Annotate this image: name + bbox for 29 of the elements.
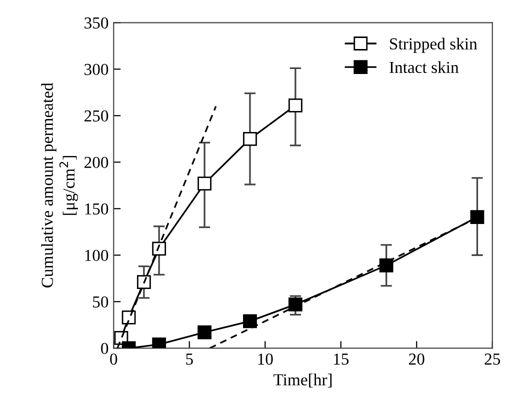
point: [198, 176, 212, 190]
x-tick-label: 10: [258, 353, 273, 365]
y-axis-title: Cumulative amount permeated [μg/cm$^{2}$]: [41, 82, 78, 288]
x-tick-label: 0: [110, 353, 118, 365]
x-tick-label: 15: [334, 354, 349, 365]
y-tick-label: 350: [84, 17, 108, 29]
y-tick-label: 150: [85, 203, 108, 215]
point: [379, 258, 394, 272]
point: [288, 98, 302, 112]
point: [288, 297, 302, 312]
y-tick-label: 250: [84, 110, 108, 122]
y-tick-label: 100: [85, 250, 108, 262]
x-tick-label: 5: [186, 354, 193, 365]
point: [152, 242, 166, 256]
point: [243, 314, 257, 328]
x-axis-title: Time[hr]: [274, 374, 332, 388]
point: [470, 210, 484, 224]
point: [136, 275, 151, 290]
legend-label: Intact skin: [390, 61, 459, 74]
y-tick-label: 50: [93, 296, 108, 308]
y-tick-label: 0: [101, 342, 108, 354]
x-tick-label: 20: [409, 353, 424, 365]
point: [198, 325, 212, 340]
point: [122, 310, 136, 324]
legend-label: Stripped skin: [390, 38, 478, 53]
y-tick-label: 200: [84, 156, 108, 168]
x-tick-label: 25: [484, 354, 500, 365]
y-tick-label: 300: [84, 64, 108, 76]
point: [243, 132, 257, 146]
